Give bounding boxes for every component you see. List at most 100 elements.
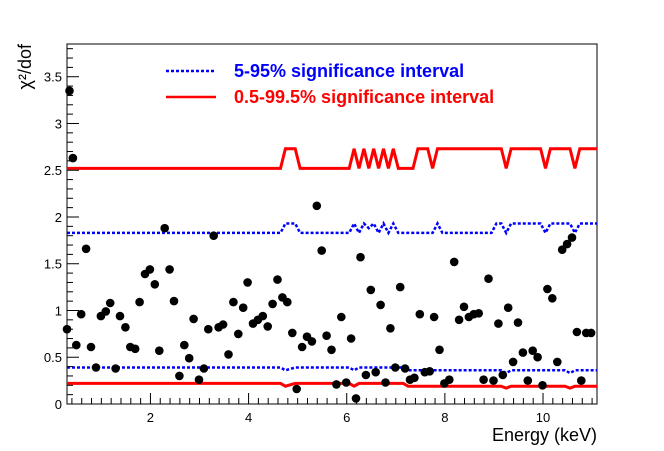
data-point — [317, 246, 327, 255]
legend-label-5-95: 5-95% significance interval — [234, 61, 464, 81]
data-point — [498, 370, 508, 380]
data-point — [371, 367, 381, 377]
data-point — [150, 280, 160, 289]
data-point — [160, 223, 169, 233]
data-point — [332, 380, 341, 389]
data-point — [361, 370, 371, 380]
data-point — [376, 300, 385, 310]
data-point — [400, 364, 410, 373]
data-point — [553, 357, 562, 367]
data-point — [538, 381, 547, 390]
data-point — [454, 315, 464, 325]
legend-label-0.5-99.5: 0.5-99.5% significance interval — [234, 87, 494, 107]
data-point — [474, 309, 484, 318]
x-tick-label: 2 — [147, 410, 154, 425]
data-point — [209, 231, 218, 240]
y-tick-label: 3 — [55, 116, 62, 131]
data-point — [366, 285, 376, 295]
data-point — [435, 345, 444, 355]
data-point — [577, 376, 586, 385]
data-point — [68, 153, 78, 163]
y-axis: 0 0.5 1 1.5 2 2.5 3 3.5 — [44, 48, 79, 412]
data-point — [121, 323, 130, 332]
data-point — [572, 327, 582, 337]
data-point — [273, 275, 282, 284]
data-point — [204, 324, 213, 334]
data-point — [425, 367, 435, 376]
data-point — [459, 302, 469, 312]
data-point — [258, 311, 268, 321]
data-point — [283, 297, 292, 307]
data-point — [429, 312, 439, 322]
data-point — [105, 298, 115, 308]
data-point — [189, 314, 198, 324]
data-point — [135, 297, 144, 307]
data-point — [312, 201, 322, 211]
data-point — [391, 363, 400, 372]
data-point — [386, 324, 395, 333]
data-point — [351, 394, 361, 403]
data-point — [445, 375, 454, 385]
data-point — [169, 296, 179, 306]
data-point — [72, 340, 81, 350]
x-tick-label: 8 — [441, 410, 448, 425]
data-point — [81, 244, 91, 254]
data-point — [199, 364, 209, 373]
data-point — [184, 353, 194, 363]
y-tick-label: 3.5 — [44, 70, 62, 85]
x-tick-label: 4 — [245, 410, 252, 425]
x-tick-label: 10 — [536, 410, 550, 425]
data-point — [528, 346, 537, 356]
data-point — [337, 312, 346, 322]
data-point — [562, 239, 572, 249]
data-point — [503, 303, 513, 313]
data-point — [180, 340, 189, 350]
data-point — [327, 345, 336, 355]
y-axis-title: χ²/dof — [15, 43, 35, 89]
data-point — [586, 328, 596, 338]
data-point — [86, 342, 96, 352]
data-point — [415, 309, 425, 319]
data-point — [381, 378, 390, 387]
data-point — [494, 319, 503, 328]
series-line-0-5-99-5-lower — [67, 381, 597, 390]
data-point — [234, 329, 243, 339]
data-point — [489, 376, 498, 385]
data-point — [356, 252, 365, 262]
y-tick-label: 1 — [55, 303, 62, 318]
data-point — [263, 322, 273, 331]
data-point — [145, 265, 155, 274]
data-point — [243, 278, 252, 287]
data-point — [548, 294, 557, 303]
data-point — [567, 233, 577, 242]
data-point — [65, 86, 74, 96]
data-point — [288, 328, 297, 338]
data-point — [508, 357, 518, 367]
data-point — [101, 307, 111, 316]
x-axis: 2 4 6 8 10 — [71, 393, 593, 425]
legend: 5-95% significance interval 0.5-99.5% si… — [166, 61, 494, 107]
data-point — [91, 363, 101, 372]
data-point — [523, 376, 533, 385]
data-point — [130, 344, 140, 354]
data-point — [449, 257, 459, 267]
data-point — [341, 378, 351, 387]
data-point — [229, 297, 238, 307]
data-point — [557, 245, 567, 254]
x-axis-title: Energy (keV) — [492, 425, 597, 445]
data-point — [479, 375, 488, 385]
data-point — [484, 274, 493, 284]
points-layer — [62, 86, 596, 403]
data-point — [224, 350, 233, 359]
data-point — [346, 334, 356, 343]
series-line-5-95-upper — [67, 220, 597, 236]
data-point — [518, 348, 528, 357]
series-line-0-5-99-5-upper — [67, 147, 597, 170]
data-point — [111, 364, 120, 373]
y-tick-label: 0.5 — [44, 350, 62, 365]
y-tick-label: 2 — [55, 210, 62, 225]
data-point — [76, 309, 86, 319]
x-tick-label: 6 — [343, 410, 350, 425]
data-point — [410, 373, 419, 383]
